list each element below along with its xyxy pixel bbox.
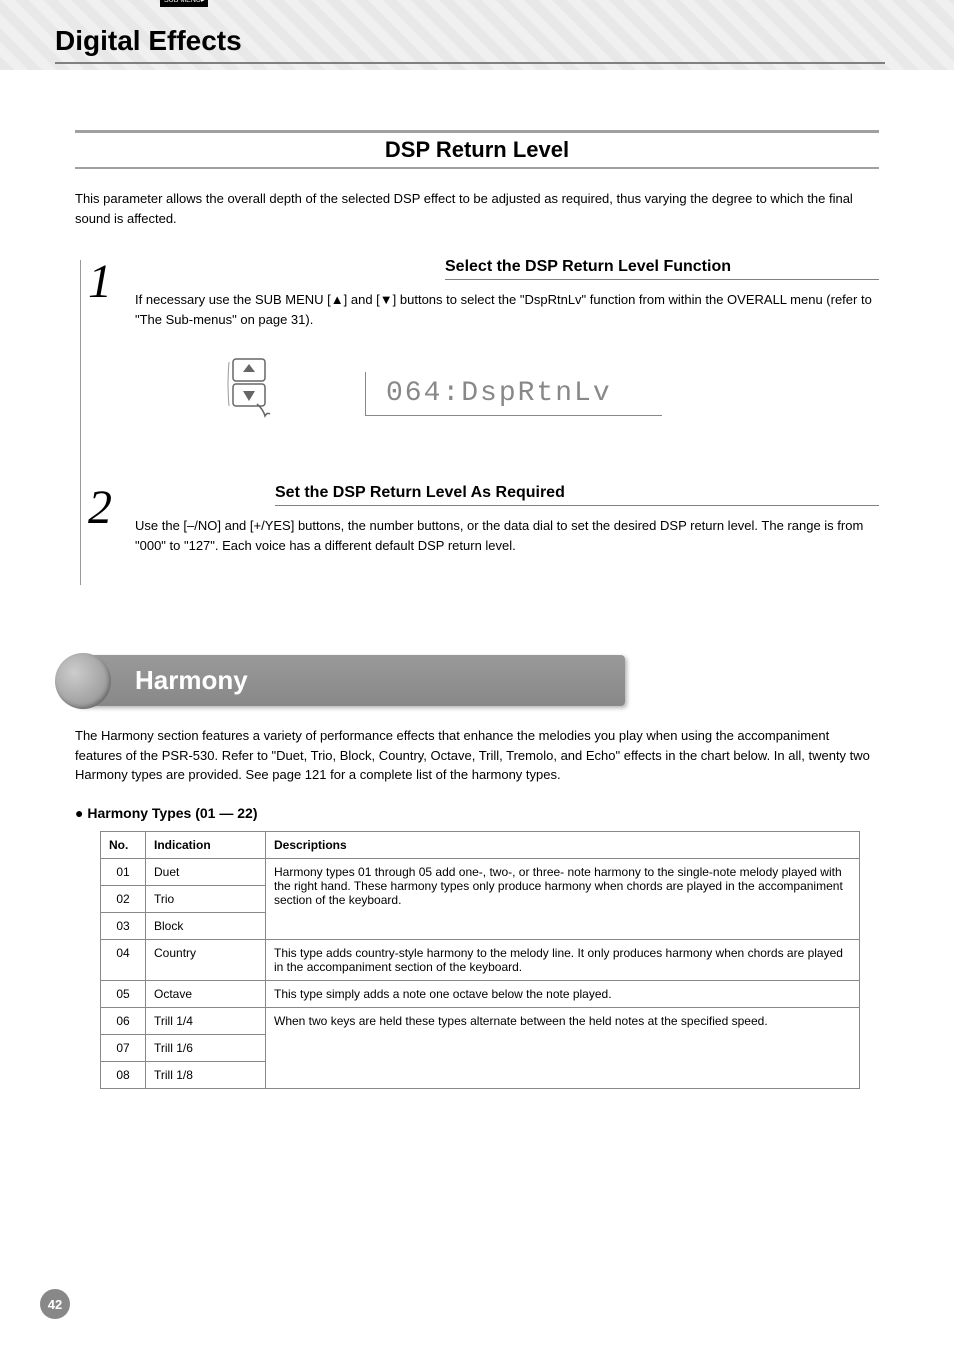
- title-underline: [55, 62, 885, 64]
- table-cell: Trill 1/8: [146, 1061, 266, 1088]
- table-cell: This type adds country-style harmony to …: [266, 939, 860, 980]
- table-cell: 04: [101, 939, 146, 980]
- table-cell: Trill 1/6: [146, 1034, 266, 1061]
- step-1: 1 Select the DSP Return Level Function I…: [75, 258, 879, 434]
- table-cell: 06: [101, 1007, 146, 1034]
- step-2-title: Set the DSP Return Level As Required: [275, 484, 879, 506]
- step-2: 2 Set the DSP Return Level As Required U…: [75, 484, 879, 555]
- lcd-display: 064:DspRtnLv: [365, 372, 662, 416]
- step-2-number: 2: [75, 484, 125, 532]
- up-down-button-icon: [225, 354, 285, 434]
- table-cell: 07: [101, 1034, 146, 1061]
- table-cell: Octave: [146, 980, 266, 1007]
- table-header-row: No. Indication Descriptions: [101, 831, 860, 858]
- step-2-text: Use the [–/NO] and [+/YES] buttons, the …: [135, 516, 879, 555]
- page-number: 42: [40, 1289, 70, 1319]
- step-1-content: Select the DSP Return Level Function If …: [125, 258, 879, 434]
- table-header-no: No.: [101, 831, 146, 858]
- harmony-title: Harmony: [135, 665, 248, 695]
- step-bracket: [80, 260, 82, 585]
- step-1-text: If necessary use the SUB MENU [▲] and [▼…: [135, 290, 879, 329]
- table-header-descriptions: Descriptions: [266, 831, 860, 858]
- display-illustration: SUB MENU▸ 064:DspRtnLv: [225, 354, 879, 434]
- step-1-title: Select the DSP Return Level Function: [445, 258, 879, 280]
- section-heading: DSP Return Level: [75, 137, 879, 163]
- step-2-content: Set the DSP Return Level As Required Use…: [125, 484, 879, 555]
- page-title: Digital Effects: [55, 25, 242, 57]
- table-cell: When two keys are held these types alter…: [266, 1007, 860, 1088]
- page-header-background: Digital Effects: [0, 0, 954, 70]
- harmony-subheading: ● Harmony Types (01 — 22): [75, 805, 879, 821]
- step-1-number: 1: [75, 258, 125, 306]
- harmony-section: Harmony: [75, 655, 879, 706]
- harmony-table: No. Indication Descriptions 01 02 03 Due…: [100, 831, 860, 1089]
- table-header-indication: Indication: [146, 831, 266, 858]
- table-cell: 08: [101, 1061, 146, 1088]
- table-cell: 01 02 03: [101, 858, 146, 939]
- table-cell: Harmony types 01 through 05 add one-, tw…: [266, 858, 860, 939]
- table-cell: Duet Trio Block: [146, 858, 266, 939]
- intro-paragraph: This parameter allows the overall depth …: [75, 189, 879, 228]
- table-cell: 05: [101, 980, 146, 1007]
- harmony-pill: Harmony: [75, 655, 625, 706]
- table-row: 05 Octave This type simply adds a note o…: [101, 980, 860, 1007]
- harmony-paragraph: The Harmony section features a variety o…: [75, 726, 879, 785]
- harmony-pill-circle: [55, 653, 111, 709]
- section-heading-bar: DSP Return Level: [75, 130, 879, 169]
- table-cell: Country: [146, 939, 266, 980]
- table-row: 06 Trill 1/4 When two keys are held thes…: [101, 1007, 860, 1034]
- table-row: 04 Country This type adds country-style …: [101, 939, 860, 980]
- table-cell: This type simply adds a note one octave …: [266, 980, 860, 1007]
- sub-menu-badge: SUB MENU▸: [160, 0, 208, 7]
- table-cell: Trill 1/4: [146, 1007, 266, 1034]
